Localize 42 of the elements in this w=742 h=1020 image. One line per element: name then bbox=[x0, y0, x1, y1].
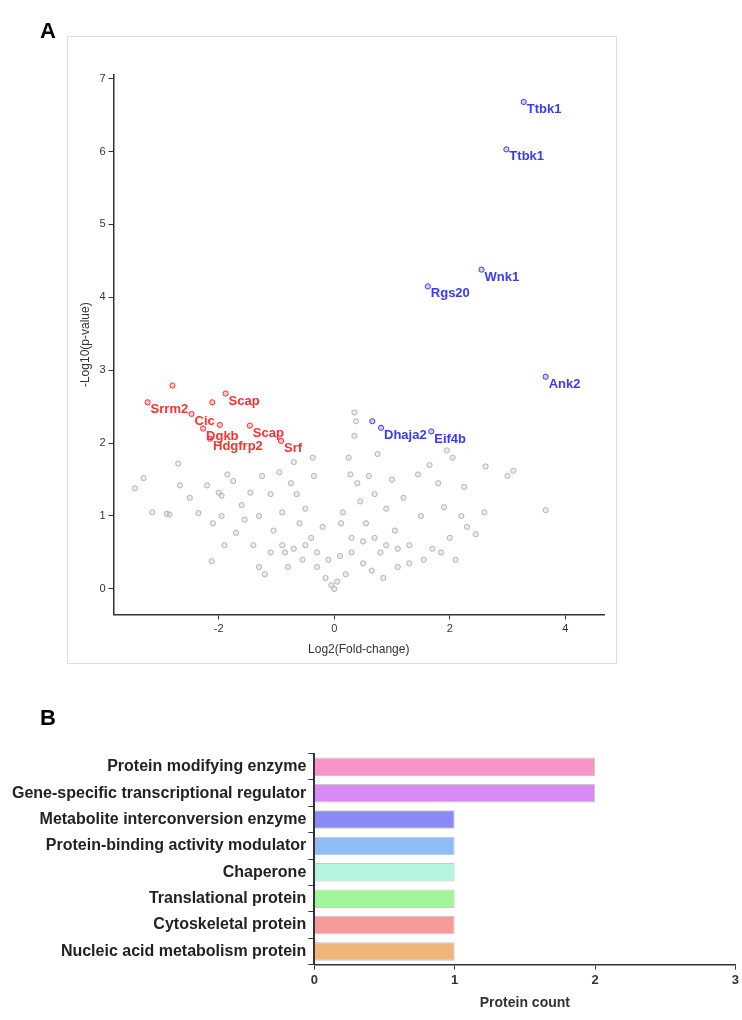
annotation: Rgs20 bbox=[430, 285, 470, 301]
y-tick-label: Protein-binding activity modulator bbox=[45, 836, 307, 854]
annotation: Ttbk1 bbox=[526, 101, 562, 117]
annotation: Ank2 bbox=[548, 375, 581, 391]
y-tick-label: Translational protein bbox=[148, 889, 307, 907]
annotation: Scap bbox=[252, 424, 284, 440]
y-tick-label: Metabolite interconversion enzyme bbox=[39, 809, 307, 827]
y-tick-label: 2 bbox=[99, 436, 106, 449]
x-axis-title: Protein count bbox=[479, 994, 571, 1011]
annotation: Srf bbox=[284, 440, 303, 455]
x-tick-label: -2 bbox=[213, 622, 224, 635]
annotation: Cic bbox=[194, 413, 215, 429]
y-tick-label: 7 bbox=[99, 71, 106, 84]
x-tick-label: 3 bbox=[731, 971, 739, 987]
y-tick-label: Chaperone bbox=[222, 862, 307, 880]
y-tick-label: 4 bbox=[99, 290, 106, 303]
y-tick-label: Cytoskeletal protein bbox=[153, 915, 307, 933]
y-tick-label: 3 bbox=[99, 363, 106, 376]
y-tick-label: Nucleic acid metabolism protein bbox=[60, 941, 307, 959]
chart-title: A bbox=[40, 18, 56, 44]
annotation: Srrm2 bbox=[150, 401, 189, 417]
y-tick-label: Gene-specific transcriptional regulator bbox=[12, 783, 307, 801]
annotation: Ttbk1 bbox=[509, 148, 545, 164]
annotation: Dhaja2 bbox=[384, 426, 427, 442]
y-axis-title: -Log10(p-value) bbox=[77, 302, 92, 388]
y-tick-label: 1 bbox=[99, 509, 106, 522]
annotation: Wnk1 bbox=[484, 268, 520, 284]
x-tick-label: 4 bbox=[562, 622, 569, 635]
x-tick-label: 2 bbox=[591, 971, 599, 987]
annotation: Dgkb bbox=[206, 427, 239, 443]
annotation: Scap bbox=[228, 392, 260, 408]
y-tick-label: 0 bbox=[99, 581, 106, 594]
x-tick-label: 1 bbox=[451, 971, 459, 987]
y-tick-label: 5 bbox=[99, 217, 106, 230]
y-tick-label: 6 bbox=[99, 144, 106, 157]
x-tick-label: 0 bbox=[310, 971, 318, 987]
annotation: Eif4b bbox=[434, 430, 467, 446]
text: B bbox=[40, 705, 56, 731]
x-tick-label: 2 bbox=[446, 622, 453, 635]
x-axis-title: Log2(Fold-change) bbox=[308, 642, 410, 657]
x-tick-label: 0 bbox=[331, 622, 338, 635]
y-tick-label: Protein modifying enzyme bbox=[107, 757, 307, 775]
